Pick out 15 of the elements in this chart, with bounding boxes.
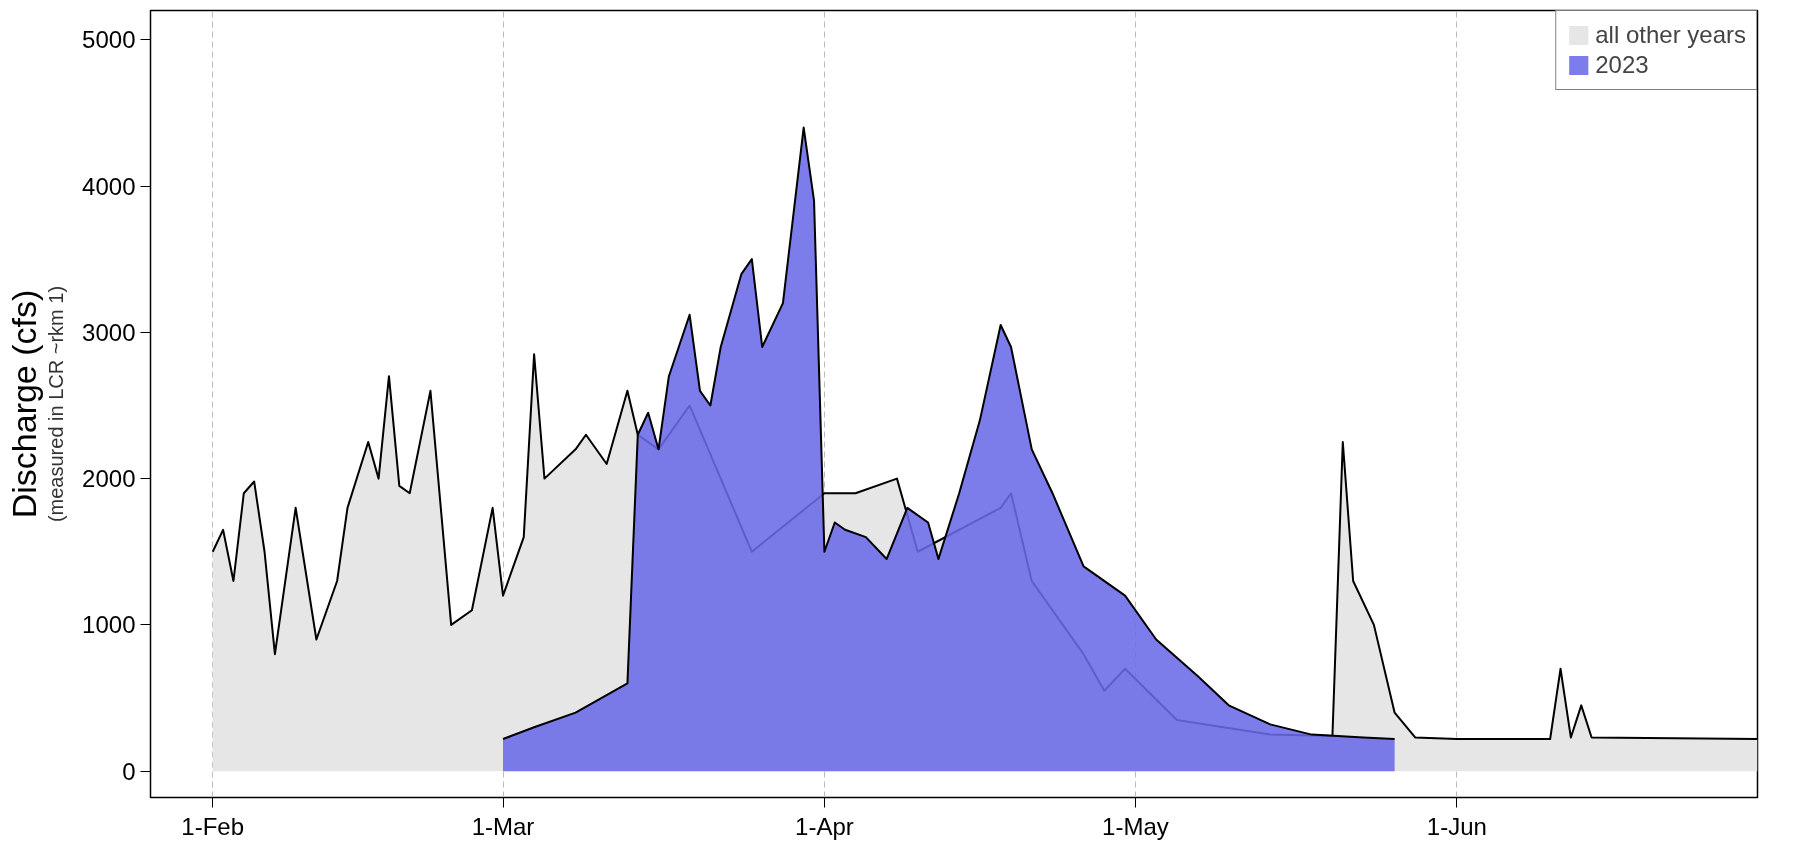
legend-label: 2023 [1595,51,1649,79]
y-tick-label: 5000 [82,26,136,54]
legend-label: all other years [1595,21,1746,49]
x-tick-label: 1-Jun [1426,812,1487,840]
y-tick-label: 1000 [82,611,136,639]
x-tick-label: 1-Apr [795,812,854,840]
x-tick-label: 1-May [1102,812,1169,840]
y-tick-label: 4000 [82,172,136,200]
x-tick-label: 1-Mar [471,812,535,840]
x-tick-label: 1-Feb [181,812,245,840]
text: (measured in LCR ~rkm 1) [45,285,68,523]
y-tick-label: 3000 [82,318,136,346]
y-tick-label: 0 [122,757,136,785]
y-tick-label: 2000 [82,465,136,493]
y-axis-title: Discharge (cfs) [4,289,43,519]
